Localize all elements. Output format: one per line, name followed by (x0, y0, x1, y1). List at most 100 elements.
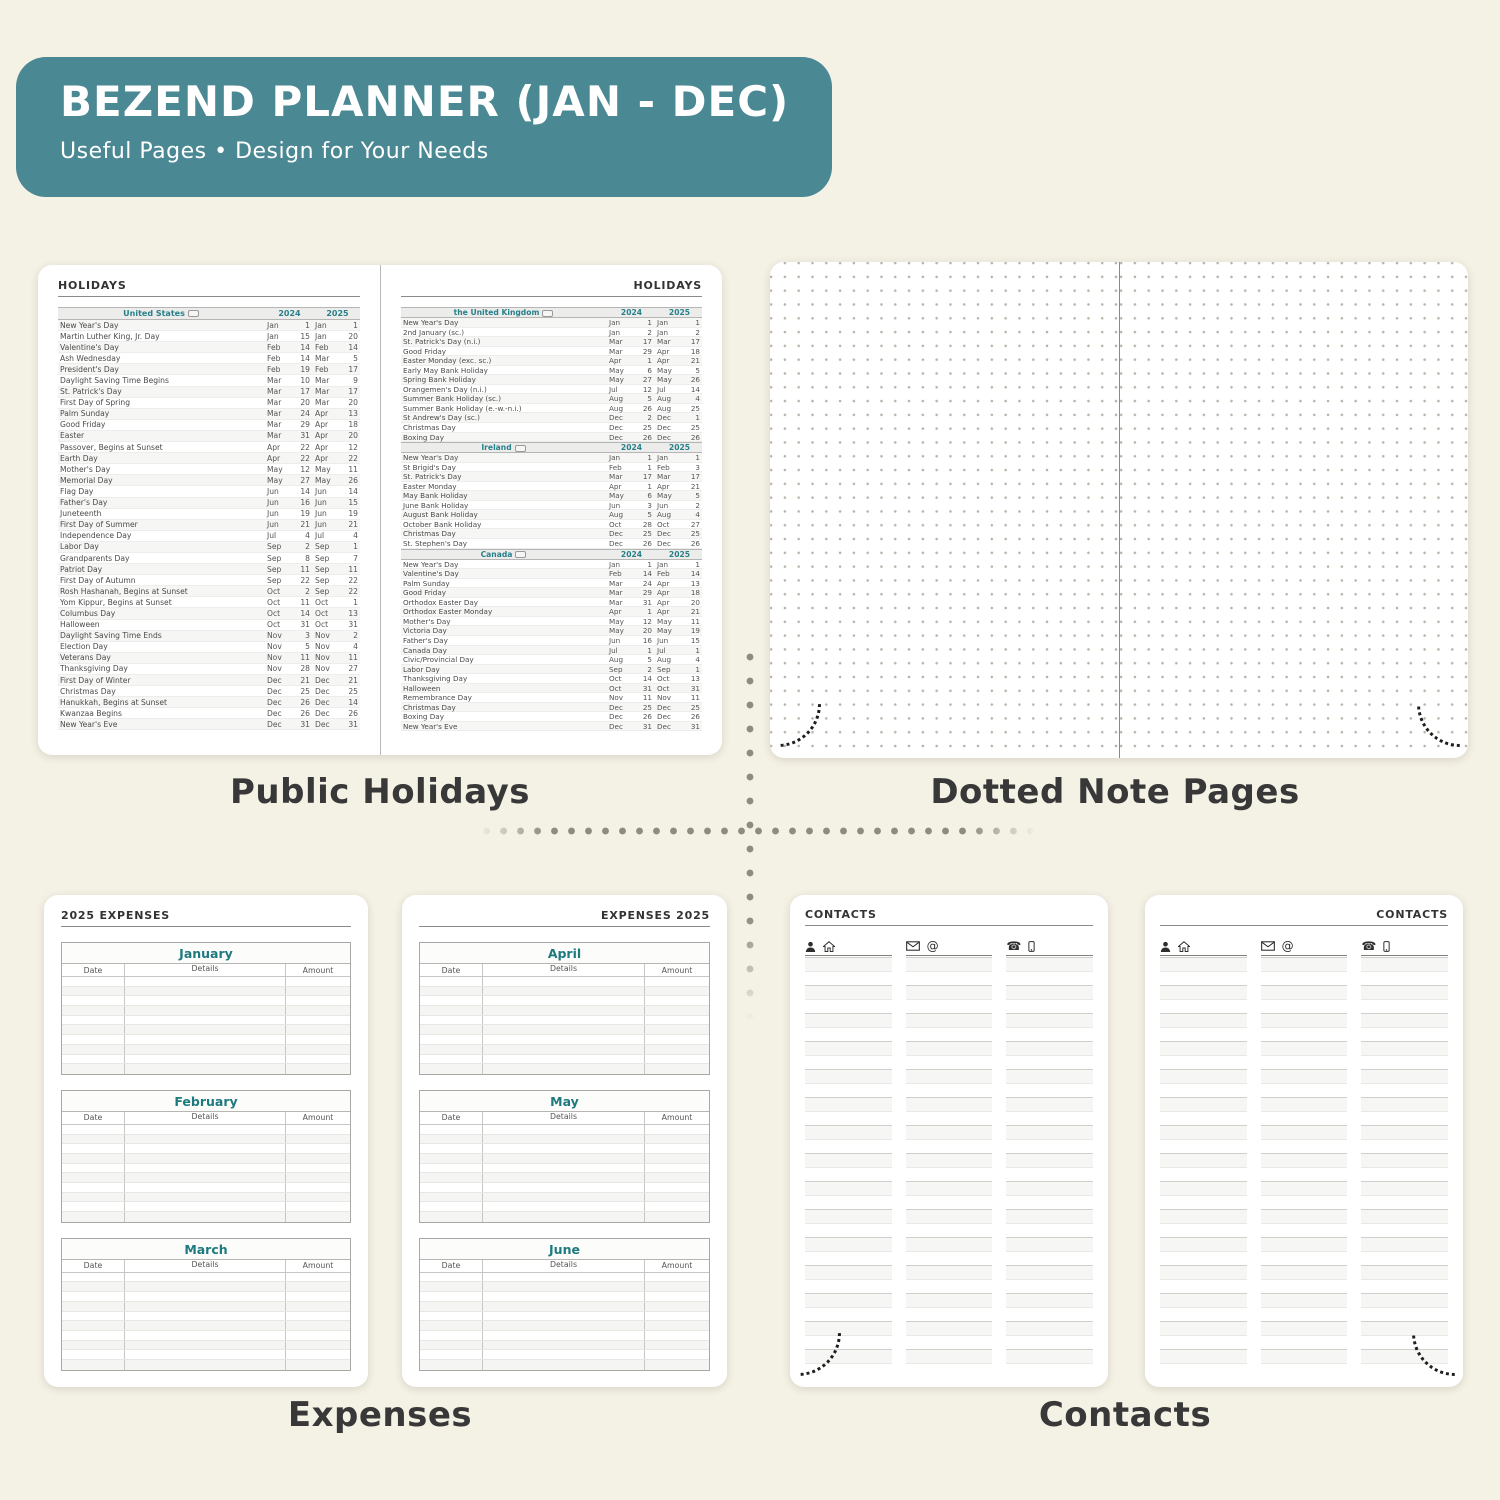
holiday-year-header: 2025 (668, 443, 691, 453)
holiday-row: St. Stephen's Day Dec 26 Dec 26 (401, 539, 702, 549)
holiday-month-2024: Oct (267, 620, 281, 630)
holiday-day-2024: 29 (642, 346, 652, 356)
expense-amount-cell (645, 1312, 709, 1321)
contact-column (805, 939, 892, 1377)
holiday-name: Hanukkah, Begins at Sunset (60, 697, 168, 707)
caption-contacts: Contacts (1038, 1395, 1212, 1435)
dotted-notes-spread (770, 262, 1468, 758)
holiday-name: Labor Day (60, 542, 99, 552)
holiday-day-2024: 26 (300, 708, 310, 718)
contact-column: ☎ (1361, 939, 1449, 1377)
holiday-month-2025: Jun (657, 635, 669, 645)
expense-details-cell (124, 1282, 286, 1292)
holiday-month-2025: Apr (657, 481, 670, 491)
holiday-month-2025: Dec (315, 686, 330, 696)
holiday-row: St. Patrick's Day (n.i.) Mar 17 Mar 17 (401, 337, 702, 347)
expense-details-cell (124, 1054, 286, 1064)
holiday-name: New Year's Day (403, 453, 459, 463)
holiday-day-2025: 4 (695, 394, 700, 404)
holiday-country-label: the United Kingdom (401, 308, 606, 317)
holiday-month-2024: May (609, 626, 624, 636)
holiday-row: Good Friday Mar 29 Apr 18 (401, 588, 702, 598)
contacts-left-title: CONTACTS (805, 908, 1093, 926)
holiday-day-2025: 18 (348, 420, 358, 430)
holiday-month-2024: May (609, 375, 624, 385)
holiday-month-2025: Jun (315, 509, 327, 519)
expense-date-cell (62, 1350, 124, 1359)
holiday-month-2025: Sep (315, 542, 330, 552)
holiday-day-2025: 1 (695, 453, 700, 463)
expense-empty-row (62, 1124, 350, 1135)
expense-column-label: Details (124, 1259, 286, 1272)
expense-date-cell (62, 1312, 124, 1321)
holiday-month-2025: Apr (657, 607, 670, 617)
holiday-row: Orangemen's Day (n.i.) Jul 12 Jul 14 (401, 385, 702, 395)
holiday-day-2024: 1 (305, 320, 310, 330)
holiday-month-2024: Feb (267, 353, 281, 363)
holiday-month-2024: Dec (609, 432, 623, 442)
holiday-row: Halloween Oct 31 Oct 31 (401, 683, 702, 694)
expense-empty-row (420, 1272, 709, 1283)
holiday-month-2024: Sep (267, 542, 282, 552)
expense-amount-cell (286, 1212, 350, 1222)
holiday-month-2025: May (315, 464, 331, 474)
expense-date-cell (62, 1135, 124, 1144)
title-banner: BEZEND PLANNER (JAN - DEC) Useful Pages … (16, 57, 832, 197)
holiday-month-2024: Dec (609, 529, 623, 539)
holiday-month-2025: Oct (657, 519, 670, 529)
expense-amount-cell (286, 1006, 350, 1015)
holiday-month-2025: Dec (657, 712, 671, 722)
holiday-name: Boxing Day (403, 712, 444, 722)
holiday-month-2024: Dec (267, 697, 282, 707)
holiday-day-2024: 4 (305, 531, 310, 541)
holiday-day-2025: 25 (690, 403, 700, 413)
expense-empty-row (62, 1212, 350, 1222)
holiday-name: Boxing Day (403, 432, 444, 442)
holiday-row: Memorial Day May 27 May 26 (58, 475, 360, 487)
holiday-row: Hanukkah, Begins at Sunset Dec 26 Dec 14 (58, 697, 360, 709)
holiday-name: St Andrew's Day (sc.) (403, 413, 480, 423)
corner-arc-decoration (1412, 704, 1460, 752)
expense-empty-row (420, 986, 709, 997)
expense-amount-cell (286, 1055, 350, 1064)
expense-details-cell (482, 1340, 645, 1350)
expense-date-cell (420, 996, 482, 1005)
holiday-day-2024: 27 (642, 375, 652, 385)
holiday-name: 2nd January (sc.) (403, 327, 465, 337)
holiday-row: Election Day Nov 5 Nov 4 (58, 642, 360, 653)
holiday-month-2025: Aug (657, 403, 672, 413)
holiday-row: Summer Bank Holiday (sc.) Aug 5 Aug 4 (401, 394, 702, 404)
holiday-day-2025: 7 (353, 553, 358, 563)
holiday-name: Orangemen's Day (n.i.) (403, 384, 487, 394)
holiday-month-2025: Nov (315, 653, 330, 663)
holiday-month-2024: Dec (609, 712, 623, 722)
holiday-row: Daylight Saving Time Ends Nov 3 Nov 2 (58, 630, 360, 642)
holiday-month-2024: Aug (609, 510, 624, 520)
holiday-month-2025: Jul (657, 384, 666, 394)
expense-column-label: Details (482, 1259, 645, 1272)
expense-amount-cell (286, 1273, 350, 1282)
holiday-country-label: Canada (401, 550, 606, 559)
holiday-name: Good Friday (403, 588, 446, 598)
holiday-day-2024: 14 (300, 353, 310, 363)
holiday-month-2025: Dec (657, 423, 671, 433)
holiday-row: New Year's Eve Dec 31 Dec 31 (401, 721, 702, 732)
expense-details-cell (124, 1212, 286, 1222)
at-icon: @ (926, 939, 939, 953)
contact-column (1160, 939, 1247, 1377)
expense-details-cell (482, 1173, 645, 1182)
expense-details-cell (124, 1202, 286, 1212)
holiday-day-2024: 16 (642, 635, 652, 645)
expense-amount-cell (286, 1154, 350, 1163)
holiday-name: Summer Bank Holiday (e.-w.-n.i.) (403, 403, 522, 413)
expense-date-cell (62, 1154, 124, 1163)
expense-date-cell (62, 977, 124, 986)
holiday-month-2025: Jan (315, 331, 327, 341)
holiday-row: First Day of Autumn Sep 22 Sep 22 (58, 575, 360, 587)
holiday-month-2024: Oct (609, 674, 622, 684)
holiday-month-2025: Jan (657, 318, 669, 327)
holiday-name: First Day of Autumn (60, 575, 136, 585)
expense-amount-cell (645, 1064, 709, 1074)
holiday-month-2025: Dec (657, 702, 671, 712)
holiday-month-2025: Oct (657, 683, 670, 693)
